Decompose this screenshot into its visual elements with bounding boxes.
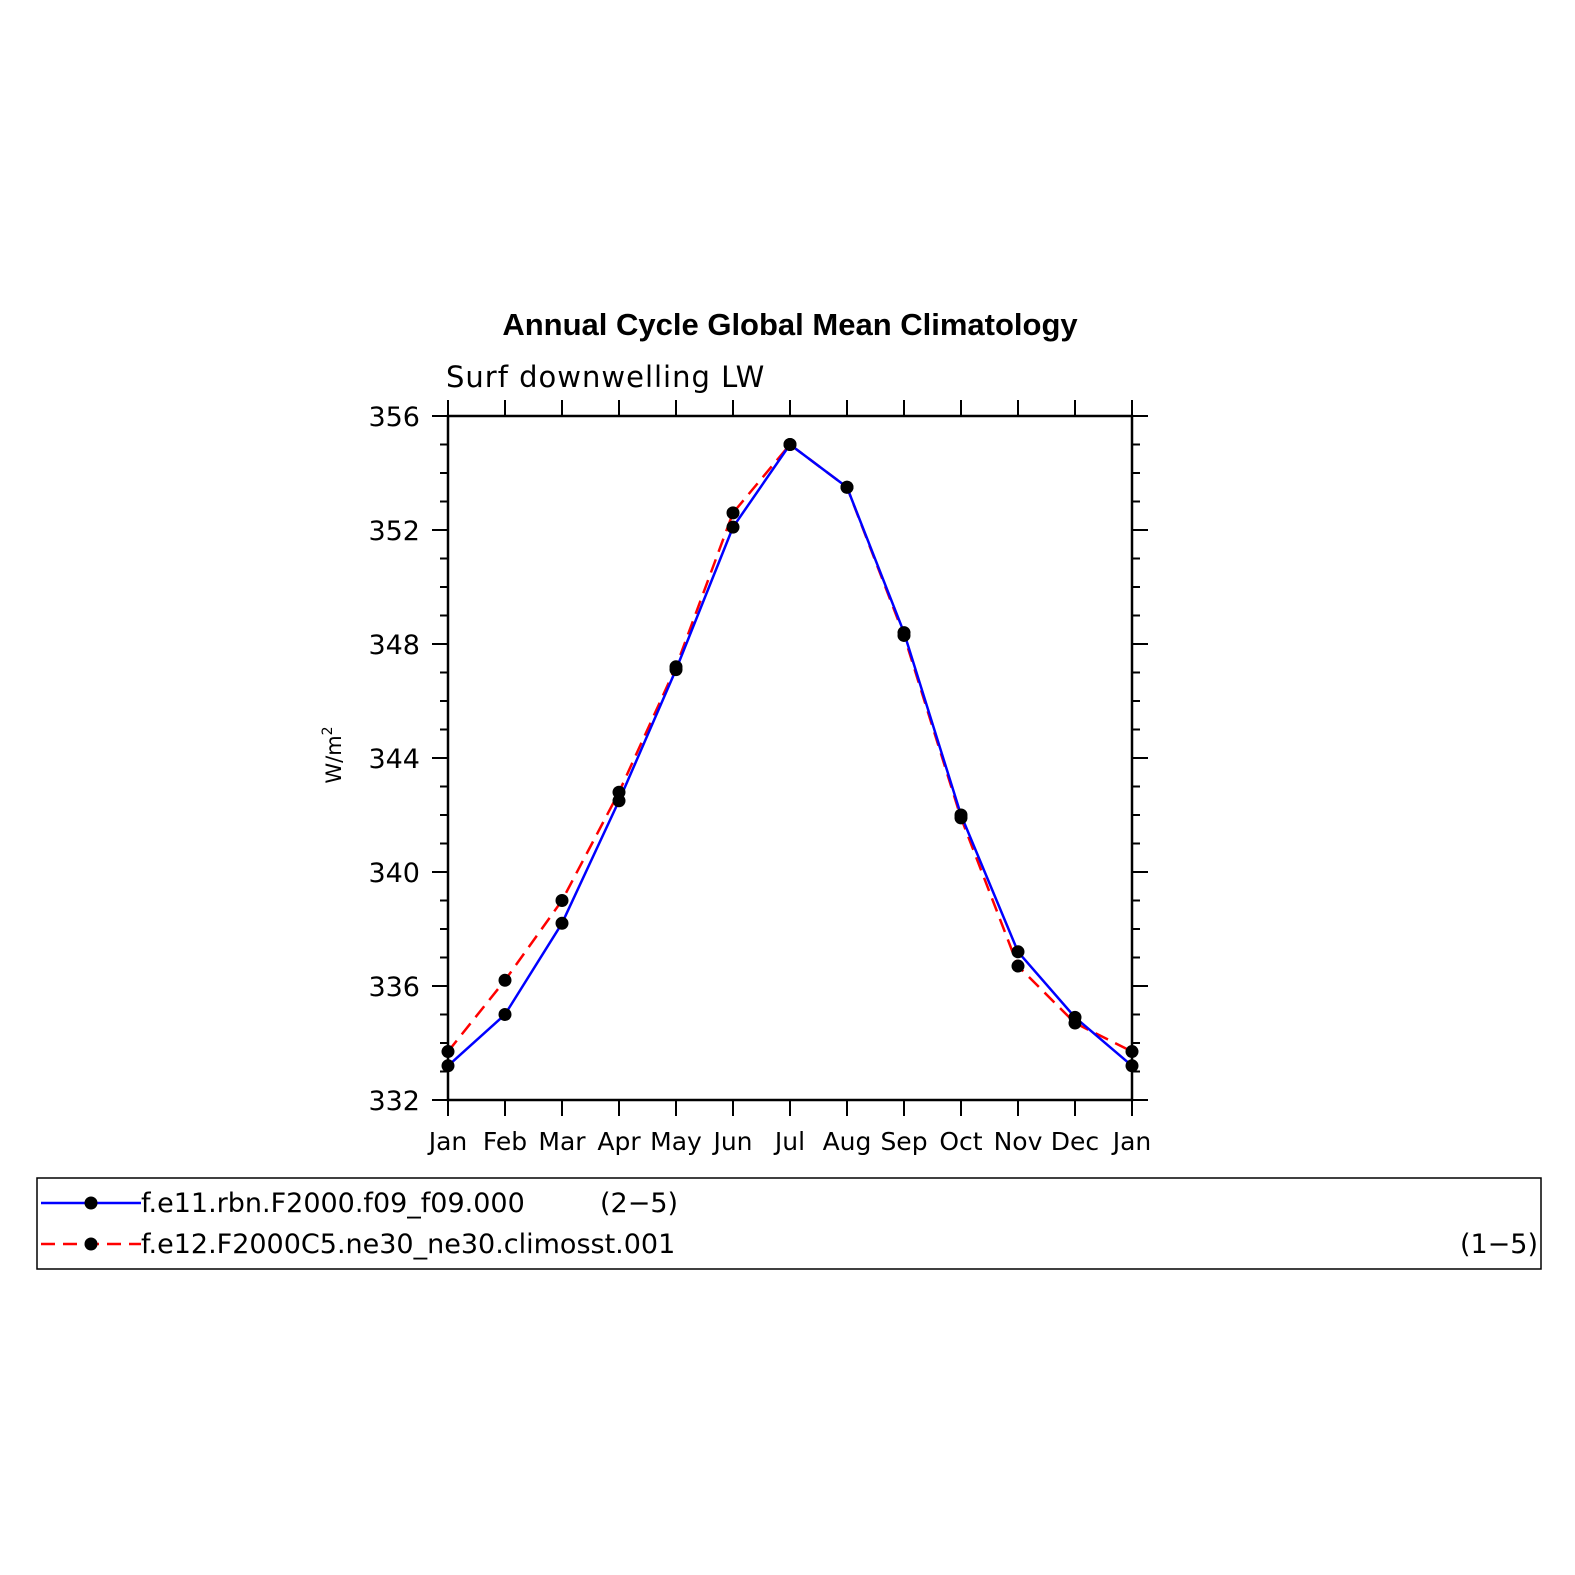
series-2-point xyxy=(441,1045,455,1059)
series-1-point xyxy=(840,480,854,494)
y-tick-label: 344 xyxy=(368,744,420,775)
legend-marker-2 xyxy=(84,1237,98,1251)
y-tick-label: 348 xyxy=(368,630,420,661)
series-1-point xyxy=(1068,1010,1082,1024)
y-axis-label-superscript: 2 xyxy=(320,726,336,735)
x-tick-label: Feb xyxy=(483,1127,527,1156)
series-1-point xyxy=(441,1059,455,1073)
x-axis: Jan Feb Mar Apr May Jun Jul Aug Sep Oct Nov Dec Jan xyxy=(427,400,1152,1156)
x-tick-label: Jul xyxy=(773,1127,805,1156)
series-1-point xyxy=(897,626,911,640)
x-tick-label: Dec xyxy=(1051,1127,1099,1156)
legend-suffix-2: (1−5) xyxy=(1460,1229,1538,1260)
series-line-1 xyxy=(447,443,1133,1067)
x-tick-label: Oct xyxy=(939,1127,982,1156)
series-line-2 xyxy=(447,443,1133,1053)
series-2-point xyxy=(1125,1045,1139,1059)
series-1-point xyxy=(498,1008,512,1021)
y-axis-label-base: W/m xyxy=(322,735,346,783)
x-tick-label: Mar xyxy=(538,1127,586,1156)
series-2-point xyxy=(726,506,740,520)
x-tick-label: Apr xyxy=(597,1127,641,1156)
legend: f.e11.rbn.F2000.f09_f09.000 (2−5) f.e12.F2… xyxy=(36,1177,1542,1270)
y-axis: 332 336 340 344 348 352 356 xyxy=(368,402,1148,1117)
chart-title: Annual Cycle Global Mean Climatology xyxy=(502,307,1078,342)
x-tick-label: May xyxy=(650,1127,702,1156)
series-2-point xyxy=(555,894,569,907)
series-1-point xyxy=(783,438,797,451)
legend-box xyxy=(36,1177,1542,1270)
series-1-point xyxy=(726,520,740,534)
legend-marker-1 xyxy=(84,1196,98,1210)
x-tick-label: Jan xyxy=(1111,1127,1152,1156)
x-tick-label: Jun xyxy=(711,1127,752,1156)
x-tick-label: Sep xyxy=(880,1127,927,1156)
series-1-point xyxy=(954,808,968,822)
series-1-point xyxy=(1125,1059,1139,1073)
series-layer xyxy=(441,438,1139,1073)
x-tick-label: Nov xyxy=(994,1127,1043,1156)
series-1-point xyxy=(1011,945,1025,959)
series-1-point xyxy=(669,663,683,677)
legend-label-1: f.e11.rbn.F2000.f09_f09.000 xyxy=(141,1188,525,1219)
y-tick-label: 336 xyxy=(368,972,420,1003)
plot-frame xyxy=(446,414,1134,1102)
series-1-point xyxy=(612,794,626,808)
series-1-point xyxy=(555,916,569,930)
y-tick-label: 332 xyxy=(368,1086,420,1117)
x-tick-label: Jan xyxy=(427,1127,468,1156)
series-2-point xyxy=(498,973,512,987)
y-axis-label: W/m2 xyxy=(320,726,346,783)
plot-border xyxy=(446,414,1134,1102)
y-tick-label: 356 xyxy=(368,402,420,433)
legend-suffix-1: (2−5) xyxy=(600,1188,678,1219)
y-tick-label: 340 xyxy=(368,858,420,889)
y-tick-label: 352 xyxy=(368,516,420,547)
chart-subtitle: Surf downwelling LW xyxy=(446,360,765,394)
series-2-point xyxy=(1011,959,1025,973)
legend-label-2: f.e12.F2000C5.ne30_ne30.climosst.001 xyxy=(141,1229,675,1260)
x-tick-label: Aug xyxy=(823,1127,872,1156)
